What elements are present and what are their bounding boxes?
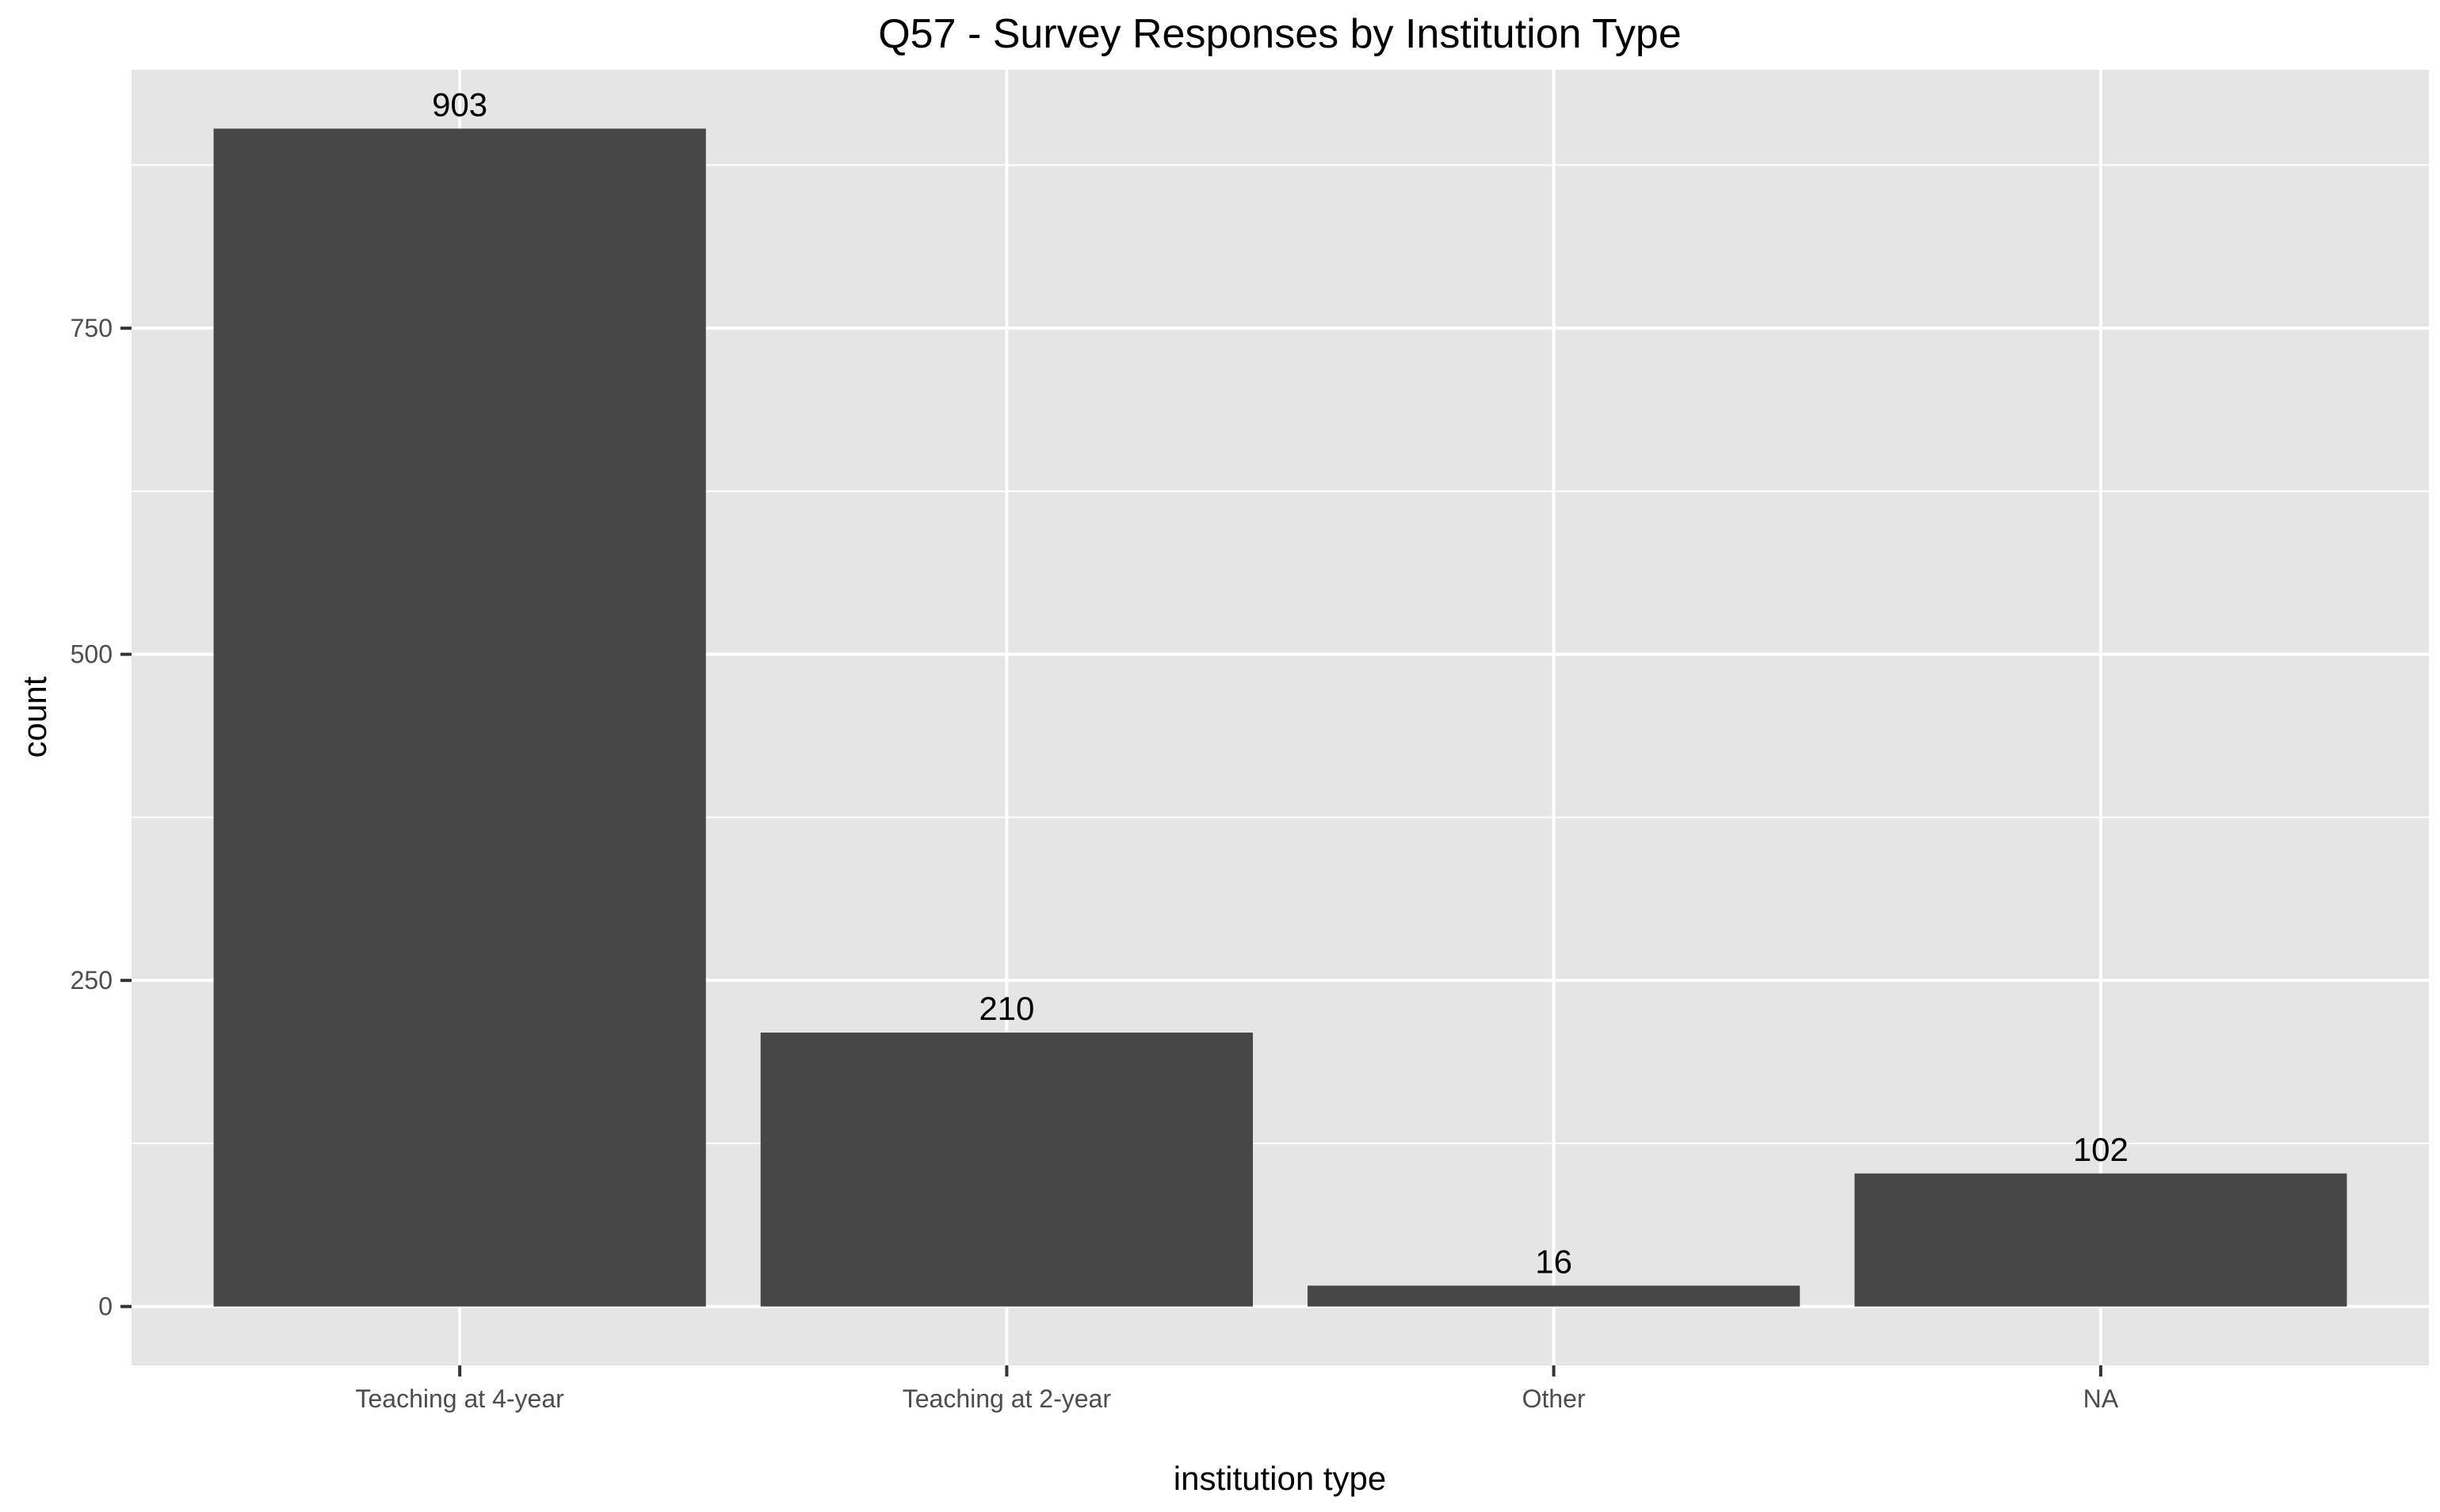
x-tick-label: NA xyxy=(2083,1384,2119,1413)
x-tick-label: Teaching at 2-year xyxy=(903,1384,1112,1413)
y-axis: 0 250 500 750 xyxy=(71,314,132,1321)
bar xyxy=(1854,1173,2347,1307)
bar-value-label: 16 xyxy=(1535,1243,1572,1280)
y-tick-label: 500 xyxy=(71,640,113,669)
bar-value-labels: 903 210 16 102 xyxy=(432,86,2129,1280)
bar-value-label: 903 xyxy=(432,86,487,123)
y-tick-label: 0 xyxy=(98,1292,113,1321)
x-axis-title: institution type xyxy=(1174,1460,1387,1497)
bar-value-label: 102 xyxy=(2073,1131,2129,1168)
y-axis-title: count xyxy=(16,676,53,758)
bar xyxy=(213,128,706,1307)
y-tick-label: 250 xyxy=(71,966,113,995)
bar xyxy=(1308,1285,1800,1307)
bar-value-label: 210 xyxy=(979,990,1034,1027)
y-tick-label: 750 xyxy=(71,314,113,342)
bars xyxy=(213,128,2347,1307)
chart-title: Q57 - Survey Responses by Institution Ty… xyxy=(878,11,1682,57)
x-tick-label: Teaching at 4-year xyxy=(356,1384,565,1413)
bar xyxy=(760,1033,1253,1307)
x-tick-label: Other xyxy=(1522,1384,1586,1413)
x-axis: Teaching at 4-year Teaching at 2-year Othe… xyxy=(356,1365,2119,1413)
